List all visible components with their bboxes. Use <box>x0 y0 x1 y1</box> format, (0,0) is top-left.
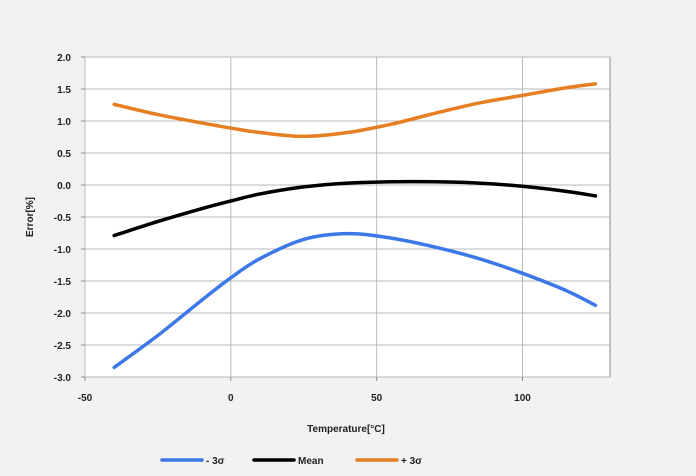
x-tick-label: 100 <box>514 393 531 404</box>
y-tick-label: -2.0 <box>54 309 72 320</box>
series <box>112 82 598 370</box>
legend-item-minus-3-sigma: - 3σ <box>160 456 225 467</box>
axes: -3.0 -2.5 -2.0 -1.5 -1.0 -0.5 0.0 0.5 1.0 1.5 2.0 -… <box>54 53 532 404</box>
y-tick-label: -1.5 <box>54 277 72 288</box>
y-tick-label: -2.5 <box>54 341 72 352</box>
y-tick-label: -3.0 <box>54 373 72 384</box>
x-tick-label: 0 <box>228 393 234 404</box>
legend: - 3σ Mean + 3σ <box>160 456 422 467</box>
y-tick-label: 0.0 <box>57 181 71 192</box>
y-axis-title: Error[%] <box>25 197 36 237</box>
y-tick-label: -0.5 <box>54 213 72 224</box>
legend-label: + 3σ <box>401 456 422 467</box>
legend-label: - 3σ <box>206 456 225 467</box>
x-tick-label: -50 <box>78 393 93 404</box>
y-tick-label: 1.5 <box>57 85 71 96</box>
series-line-mean <box>112 179 598 238</box>
legend-item-mean: Mean <box>252 456 324 467</box>
x-tick-label: 50 <box>371 393 383 404</box>
legend-item-plus-3-sigma: + 3σ <box>355 456 422 467</box>
series-line-minus-3-sigma <box>112 231 598 370</box>
y-tick-label: 0.5 <box>57 149 71 160</box>
y-tick-label: 1.0 <box>57 117 71 128</box>
legend-label: Mean <box>298 456 324 467</box>
x-axis-title: Temperature[°C] <box>307 424 385 435</box>
y-tick-label: 2.0 <box>57 53 71 64</box>
y-tick-label: -1.0 <box>54 245 72 256</box>
series-line-plus-3-sigma <box>112 82 598 139</box>
